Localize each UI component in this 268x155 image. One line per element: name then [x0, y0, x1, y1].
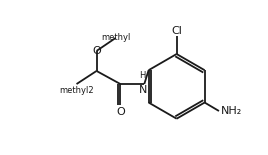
Text: O: O: [116, 107, 125, 117]
Text: methyl2: methyl2: [59, 86, 94, 95]
Text: N: N: [139, 85, 147, 95]
Text: Cl: Cl: [171, 26, 182, 35]
Text: O: O: [92, 46, 101, 56]
Text: methyl: methyl: [101, 33, 131, 42]
Text: H: H: [140, 71, 146, 80]
Text: NH₂: NH₂: [221, 106, 242, 116]
